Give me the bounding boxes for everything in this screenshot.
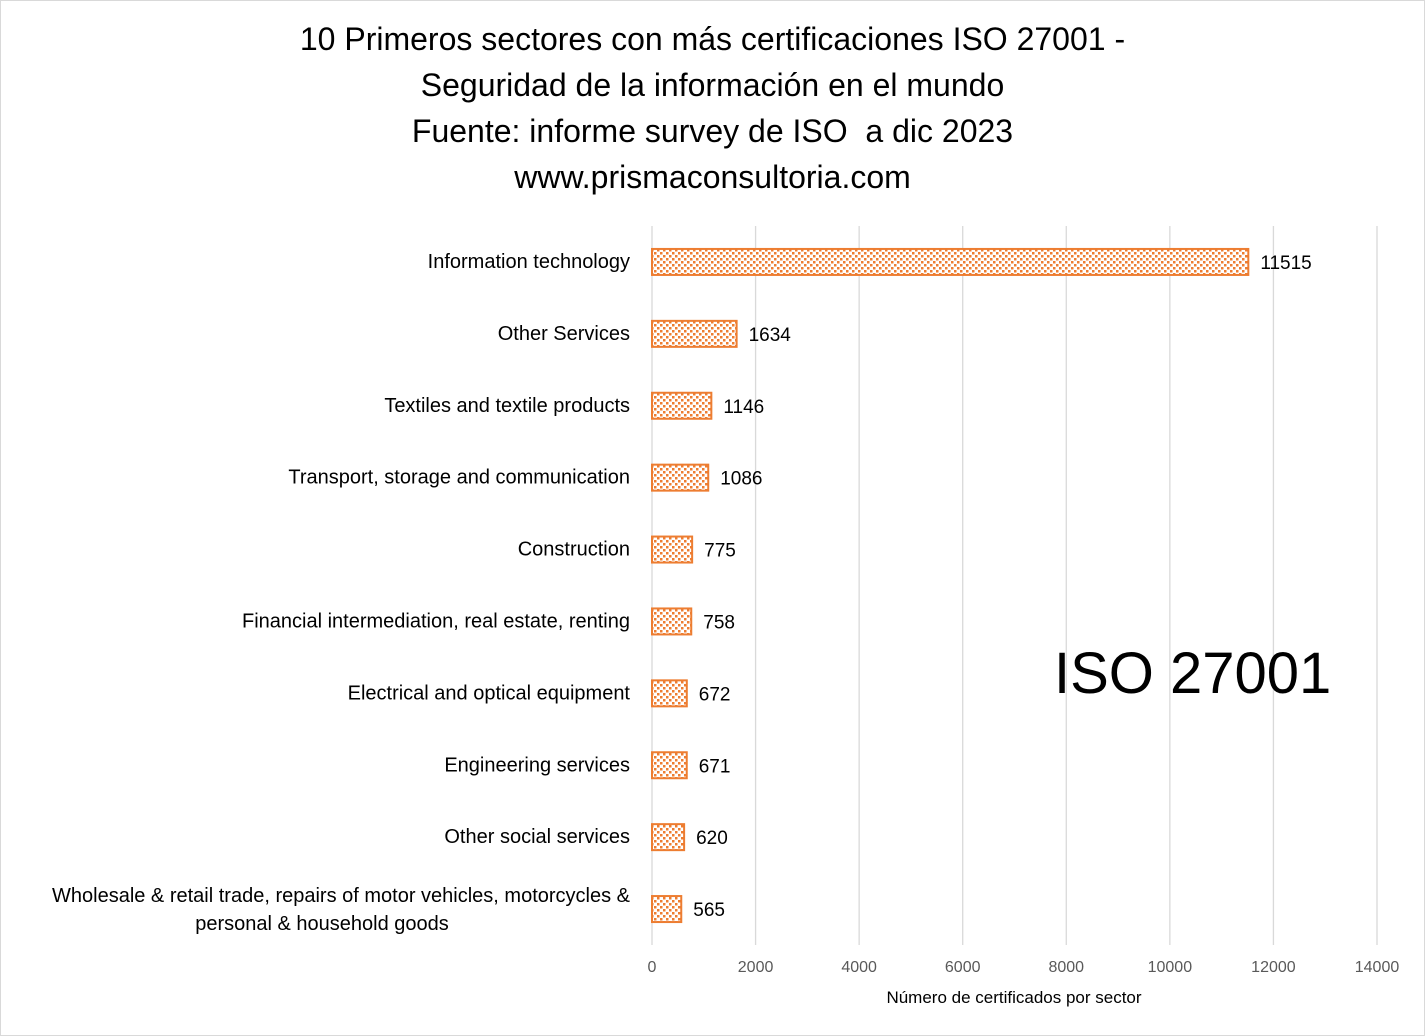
x-tick-label: 14000: [1355, 959, 1400, 976]
category-label: Information technology: [428, 251, 630, 273]
bar: [651, 823, 686, 852]
bar: [651, 247, 1250, 276]
bar: [651, 319, 738, 348]
data-label: 672: [699, 684, 731, 705]
data-label: 1086: [720, 469, 762, 490]
bar: [651, 391, 713, 420]
x-tick-label: 0: [648, 959, 657, 976]
data-label: 1146: [723, 397, 764, 418]
category-label: Transport, storage and communication: [288, 467, 630, 489]
category-label: Financial intermediation, real estate, r…: [242, 610, 630, 632]
chart-title-line-4: www.prismaconsultoria.com: [514, 159, 911, 195]
category-label: Other Services: [498, 323, 630, 345]
category-label: Other social services: [444, 826, 630, 848]
category-label: personal & household goods: [195, 913, 449, 935]
bar: [651, 751, 688, 780]
data-label: 775: [704, 541, 736, 562]
bars: [651, 247, 1250, 924]
data-label: 1634: [749, 325, 792, 346]
chart-title-line-3: Fuente: informe survey de ISO a dic 2023: [411, 113, 1014, 149]
bar: [651, 895, 683, 924]
x-tick-label: 10000: [1148, 959, 1193, 976]
x-axis-title: Número de certificados por sector: [886, 988, 1141, 1007]
category-label: Electrical and optical equipment: [348, 682, 631, 704]
data-labels: 11515 1634 1146 1086 775 758 672 671 620 565: [693, 253, 1311, 921]
category-label: Construction: [518, 539, 630, 561]
bar: [651, 607, 693, 636]
x-tick-label: 8000: [1048, 959, 1084, 976]
bar: [651, 463, 710, 492]
bar: [651, 535, 694, 564]
data-label: 671: [699, 756, 731, 777]
bar: [651, 679, 688, 708]
category-label: Textiles and textile products: [384, 395, 630, 417]
category-labels: Information technology Other Services Text…: [52, 251, 631, 935]
x-tick-label: 6000: [945, 959, 981, 976]
data-label: 620: [696, 828, 728, 849]
x-tick-label: 4000: [841, 959, 877, 976]
x-axis-ticks: 0 2000 4000 6000 8000 10000 12000 14000: [648, 959, 1400, 976]
gridlines: [651, 226, 1378, 945]
x-tick-label: 2000: [738, 959, 774, 976]
data-label: 11515: [1260, 253, 1311, 274]
category-label: Wholesale & retail trade, repairs of mot…: [52, 885, 631, 907]
data-label: 758: [703, 612, 735, 633]
category-label: Engineering services: [444, 754, 630, 776]
x-tick-label: 12000: [1251, 959, 1296, 976]
chart-title-line-2: Seguridad de la información en el mundo: [420, 67, 1005, 103]
chart-title-line-1: 10 Primeros sectores con más certificaci…: [299, 21, 1126, 57]
data-label: 565: [693, 900, 725, 921]
chart-title: 10 Primeros sectores con más certificaci…: [0, 16, 1425, 200]
iso-annotation: ISO 27001: [1054, 641, 1332, 706]
